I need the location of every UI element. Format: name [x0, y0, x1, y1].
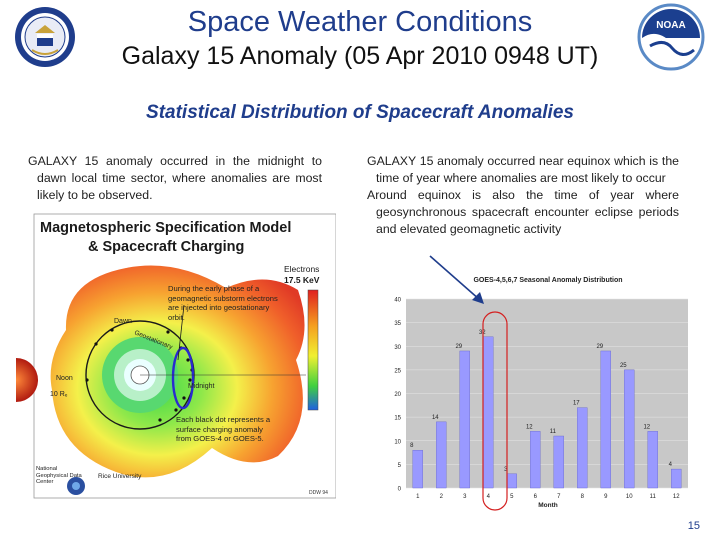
midnight-sector-highlight — [171, 346, 195, 410]
y-tick-label: 30 — [394, 345, 401, 351]
y-tick-label: 40 — [394, 298, 401, 304]
label-dawn: Dawn — [114, 318, 132, 325]
x-tick-label: 6 — [534, 494, 538, 500]
bar-value-label: 25 — [620, 363, 627, 369]
right-paragraph-1: GALAXY 15 anomaly occurred near equinox … — [367, 154, 679, 185]
credit-ngdc: National Geophysical Data Center — [36, 466, 82, 486]
bar-value-label: 29 — [596, 344, 603, 350]
bar-month-3 — [459, 350, 470, 489]
credit-rice: Rice University — [98, 473, 142, 480]
april-highlight-oval — [482, 311, 508, 511]
x-tick-label: 2 — [440, 494, 444, 500]
svg-text:NOAA: NOAA — [656, 20, 685, 31]
legend-label: Electrons — [284, 264, 319, 274]
sun-icon — [16, 358, 38, 402]
credit-corner: DDW 94 — [309, 490, 328, 496]
energy-color-scale — [307, 289, 319, 411]
bar-month-9 — [600, 350, 611, 489]
bar-value-label: 4 — [669, 462, 673, 468]
bar-month-4 — [483, 336, 494, 489]
y-tick-label: 10 — [394, 439, 401, 445]
commerce-seal-icon — [15, 7, 75, 67]
page-subtitle: Galaxy 15 Anomaly (05 Apr 2010 0948 UT) — [121, 42, 599, 70]
bar-value-label: 14 — [432, 415, 439, 421]
y-tick-label: 25 — [394, 368, 401, 374]
right-paragraph-2: Around equinox is also the time of year … — [367, 188, 679, 236]
left-description: GALAXY 15 anomaly occurred in the midnig… — [28, 153, 322, 204]
x-tick-label: 8 — [581, 494, 585, 500]
bar-value-label: 12 — [643, 424, 650, 430]
map-title-line2: & Spacecraft Charging — [88, 239, 244, 255]
y-tick-label: 20 — [394, 392, 401, 398]
x-tick-label: 3 — [463, 494, 467, 500]
left-paragraph: GALAXY 15 anomaly occurred in the midnig… — [28, 154, 322, 202]
bar-value-label: 17 — [573, 401, 580, 407]
bar-month-11 — [647, 431, 658, 489]
noaa-logo-icon: NOAA — [637, 3, 705, 71]
bar-month-1 — [412, 449, 423, 489]
bar-month-12 — [671, 468, 682, 489]
dot-annotation: Each black dot represents a surface char… — [176, 415, 271, 443]
legend-energy: 17.5 KeV — [284, 275, 320, 285]
bar-value-label: 12 — [526, 424, 533, 430]
bar-month-6 — [530, 431, 541, 489]
y-tick-label: 15 — [394, 416, 401, 422]
bar-month-7 — [553, 435, 564, 489]
y-tick-label: 0 — [398, 487, 402, 493]
bar-month-2 — [436, 421, 447, 489]
x-tick-label: 12 — [673, 494, 680, 500]
section-title: Statistical Distribution of Spacecraft A… — [146, 102, 574, 123]
bar-month-8 — [577, 407, 588, 489]
y-tick-label: 35 — [394, 321, 401, 327]
chart-title: GOES-4,5,6,7 Seasonal Anomaly Distributi… — [473, 277, 622, 284]
x-tick-label: 1 — [416, 494, 420, 500]
x-tick-label: 10 — [626, 494, 633, 500]
label-midnight: Midnight — [188, 383, 215, 390]
bar-value-label: 11 — [550, 429, 557, 435]
chart-xlabel: Month — [538, 502, 558, 509]
x-tick-label: 4 — [487, 494, 491, 500]
x-tick-label: 7 — [557, 494, 561, 500]
seasonal-anomaly-chart: GOES-4,5,6,7 Seasonal Anomaly Distributi… — [368, 268, 694, 512]
label-radius: 10 Rₑ — [50, 391, 68, 398]
label-noon: Noon — [56, 375, 73, 382]
substorm-annotation: During the early phase of a geomagnetic … — [168, 284, 278, 322]
bar-value-label: 3 — [504, 467, 508, 473]
right-description: GALAXY 15 anomaly occurred near equinox … — [367, 153, 679, 238]
x-tick-label: 11 — [650, 494, 657, 500]
pointer-arrow — [429, 255, 484, 304]
bar-month-10 — [624, 369, 635, 489]
magnetosphere-map-figure: Magnetospheric Specification Model & Spa… — [16, 210, 336, 502]
bar-value-label: 29 — [455, 344, 462, 350]
x-tick-label: 9 — [604, 494, 608, 500]
page-title: Space Weather Conditions — [187, 6, 533, 38]
page-number: 15 — [687, 520, 700, 532]
x-tick-label: 5 — [510, 494, 514, 500]
y-tick-label: 5 — [398, 463, 402, 469]
map-title-line1: Magnetospheric Specification Model — [40, 220, 291, 236]
bar-value-label: 8 — [410, 443, 414, 449]
bar-month-5 — [506, 473, 517, 489]
